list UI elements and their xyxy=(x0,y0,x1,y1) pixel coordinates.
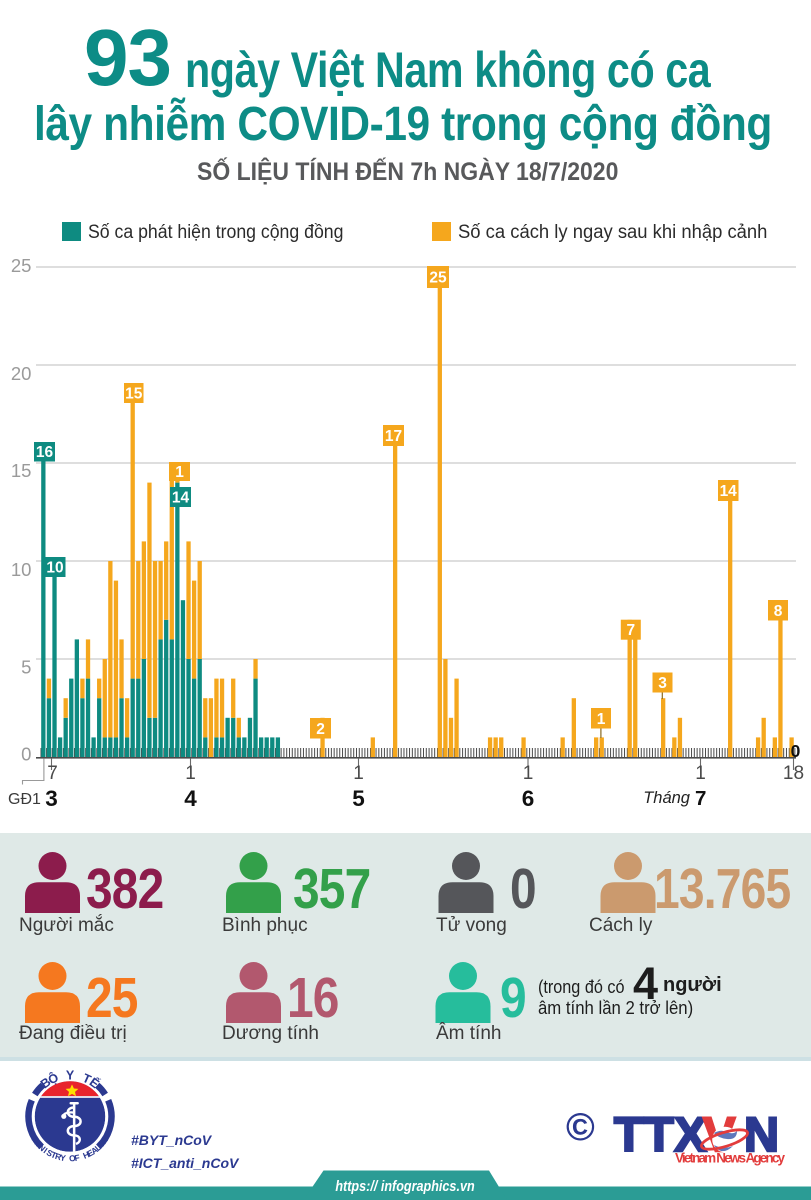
svg-text:0: 0 xyxy=(21,744,31,765)
svg-text:5: 5 xyxy=(21,657,31,678)
svg-text:N: N xyxy=(744,1108,779,1162)
svg-text:15: 15 xyxy=(125,386,143,403)
svg-text:1: 1 xyxy=(695,763,706,784)
svg-text:L: L xyxy=(93,1142,104,1153)
svg-text:7: 7 xyxy=(626,622,635,639)
svg-text:1: 1 xyxy=(185,763,196,784)
svg-text:3: 3 xyxy=(45,786,58,811)
svg-text:R: R xyxy=(54,1151,63,1162)
svg-text:14: 14 xyxy=(172,490,190,507)
svg-text:Y: Y xyxy=(59,1152,67,1163)
svg-text:10: 10 xyxy=(11,559,32,580)
svg-text:A: A xyxy=(89,1145,100,1157)
svg-text:10: 10 xyxy=(46,560,63,577)
svg-text:T: T xyxy=(50,1149,59,1161)
svg-text:N: N xyxy=(36,1142,47,1154)
svg-text:2: 2 xyxy=(316,721,325,738)
svg-text:F: F xyxy=(74,1152,81,1163)
svg-text:14: 14 xyxy=(720,483,738,500)
svg-text:H: H xyxy=(98,1135,110,1146)
svg-text:1: 1 xyxy=(175,464,184,481)
svg-text:0: 0 xyxy=(791,741,801,761)
svg-text:17: 17 xyxy=(385,428,402,445)
svg-text:7: 7 xyxy=(47,763,58,784)
svg-text:Tháng: Tháng xyxy=(643,789,691,807)
svg-text:15: 15 xyxy=(11,460,32,481)
svg-text:O: O xyxy=(69,1153,77,1163)
svg-text:M: M xyxy=(30,1135,42,1147)
svg-text:6: 6 xyxy=(522,786,535,811)
svg-text:S: S xyxy=(45,1147,55,1159)
svg-text:5: 5 xyxy=(352,786,365,811)
svg-text:25: 25 xyxy=(11,255,32,276)
svg-text:20: 20 xyxy=(11,363,32,384)
svg-text:4: 4 xyxy=(184,786,197,811)
svg-text:18: 18 xyxy=(783,763,804,784)
svg-text:1: 1 xyxy=(597,711,606,728)
svg-text:E: E xyxy=(85,1147,95,1159)
svg-text:25: 25 xyxy=(429,270,447,287)
svg-text:3: 3 xyxy=(658,675,667,692)
svg-text:TTX: TTX xyxy=(614,1108,707,1162)
svg-text:8: 8 xyxy=(774,603,783,620)
svg-text:I: I xyxy=(34,1140,43,1148)
svg-text:H: H xyxy=(81,1149,91,1161)
svg-text:7: 7 xyxy=(695,787,706,810)
svg-text:16: 16 xyxy=(36,444,54,461)
svg-text:Vietnam News Agency: Vietnam News Agency xyxy=(675,1151,785,1166)
svg-text:1: 1 xyxy=(353,763,364,784)
svg-text:GĐ1: GĐ1 xyxy=(8,791,41,808)
svg-text:1: 1 xyxy=(523,763,534,784)
svg-text:Y: Y xyxy=(66,1068,75,1082)
svg-text:T: T xyxy=(96,1138,107,1149)
svg-text:I: I xyxy=(42,1146,50,1156)
